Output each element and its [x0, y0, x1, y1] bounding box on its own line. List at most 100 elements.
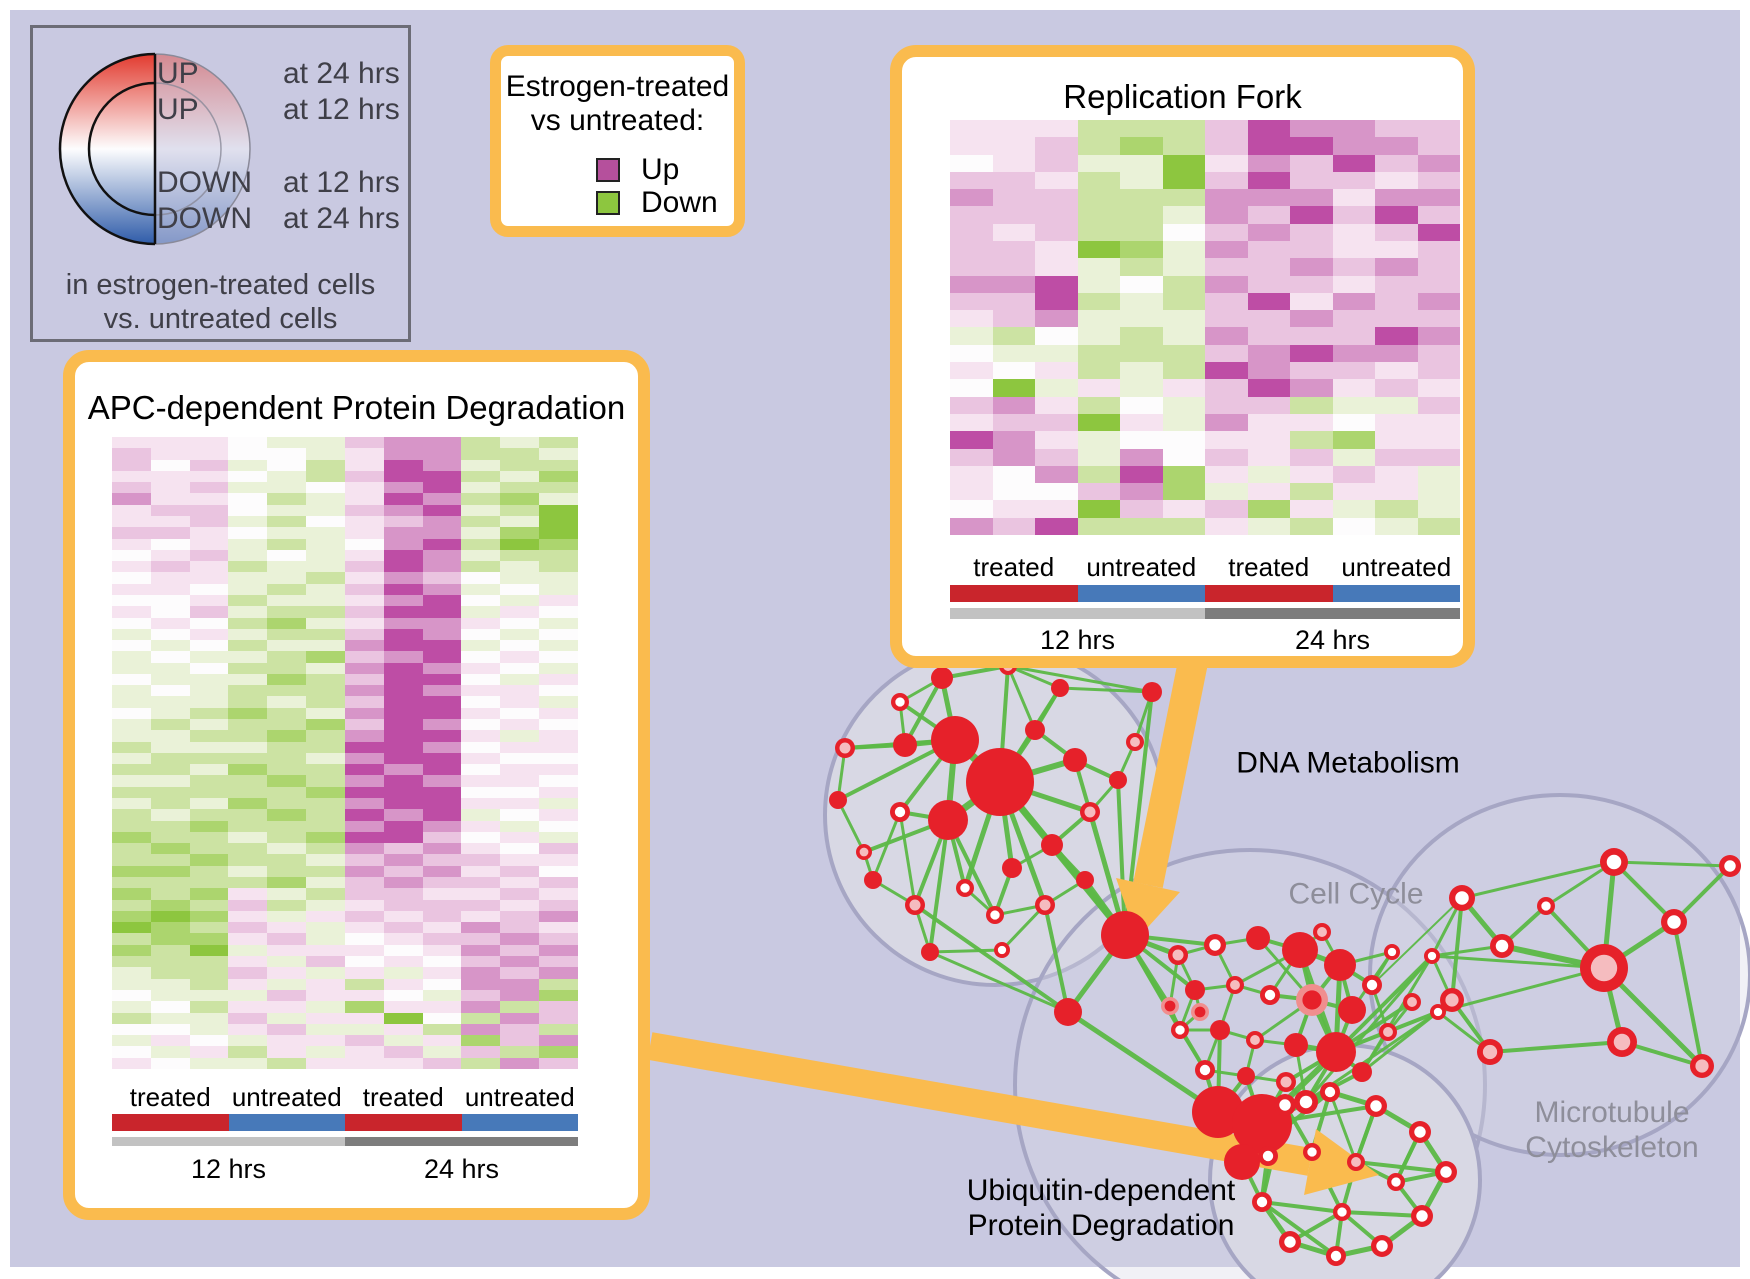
heatmap-cell: [539, 640, 578, 652]
heatmap-cell: [306, 1012, 345, 1024]
heatmap-cell: [150, 640, 190, 652]
rf-treatment-bars: [950, 585, 1460, 602]
heatmap-cell: [150, 482, 190, 494]
heatmap-cell: [1417, 240, 1460, 259]
heatmap-cell: [1035, 431, 1078, 449]
heatmap-cell: [1332, 154, 1375, 172]
heatmap-cell: [422, 888, 462, 900]
heatmap-cell: [1035, 465, 1078, 484]
heatmap-cell: [500, 673, 540, 686]
gene-node-pinkcore-center: [1084, 806, 1096, 818]
heatmap-cell: [150, 628, 190, 641]
heatmap-cell: [228, 1046, 268, 1058]
heatmap-cell: [112, 899, 151, 911]
heatmap-cell: [1375, 258, 1418, 276]
heatmap-cell: [344, 606, 384, 618]
heatmap-cell: [306, 741, 345, 753]
network-edge: [1612, 860, 1732, 868]
heatmap-cell: [344, 1001, 384, 1013]
network-edge: [1043, 903, 1070, 1014]
heatmap-cell: [306, 730, 345, 742]
label-mt-line1: Microtubule: [1534, 1096, 1690, 1129]
heatmap-cell: [267, 561, 307, 573]
heatmap-cell: [112, 685, 151, 697]
heatmap-cell: [1077, 206, 1120, 224]
heatmap-cell: [383, 820, 423, 832]
heatmap-cell: [228, 515, 268, 528]
heatmap-cell: [500, 888, 540, 900]
heatmap-cell: [383, 741, 423, 753]
heatmap-cell: [1205, 517, 1248, 535]
heatmap-cell: [539, 707, 578, 720]
heatmap-cell: [1205, 275, 1248, 293]
heatmap-cell: [189, 583, 229, 595]
gene-node-solid: [1224, 1144, 1260, 1180]
network-edge: [1000, 903, 1047, 952]
heatmap-cell: [228, 741, 268, 753]
heatmap-cell: [150, 606, 190, 618]
treated-bar: [112, 1114, 229, 1131]
heatmap-cell: [500, 989, 540, 1002]
heatmap-cell: [267, 1001, 307, 1013]
heatmap-cell: [950, 448, 993, 466]
heatmap-cell: [1290, 448, 1333, 466]
treated-bar: [950, 585, 1078, 602]
arrow-apc-to-ubiquitin: [647, 1032, 1313, 1176]
heatmap-cell: [344, 617, 384, 629]
heatmap-cell: [422, 549, 462, 562]
heatmap-cell: [461, 764, 501, 776]
heatmap-cell: [1375, 189, 1418, 207]
heatmap-cell: [461, 1001, 501, 1013]
heatmap-cell: [267, 741, 307, 753]
heatmap-cell: [344, 933, 384, 945]
heatmap-cell: [150, 956, 190, 968]
heatmap-cell: [1247, 465, 1290, 484]
heatmap-cell: [500, 707, 540, 720]
heatmap-cell: [344, 662, 384, 674]
heatmap-cell: [539, 504, 578, 516]
heatmap-cell: [422, 504, 462, 516]
heatmap-cell: [267, 640, 307, 652]
heatmap-cell: [1162, 258, 1205, 276]
heatmap-cell: [383, 1035, 423, 1047]
heatmap-cell: [228, 606, 268, 618]
heatmap-cell: [1247, 206, 1290, 224]
network-edge: [1304, 954, 1434, 1104]
heatmap-cell: [422, 944, 462, 957]
heatmap-cell: [150, 493, 190, 505]
heatmap-cell: [344, 640, 384, 652]
network-edge: [836, 798, 866, 854]
heatmap-cell: [306, 843, 345, 855]
heatmap-cell: [539, 820, 578, 832]
heatmap-cell: [500, 764, 540, 776]
heatmap-cell: [112, 1035, 151, 1047]
cluster-microtubule-cytoskeleton: [1368, 793, 1750, 1157]
gene-node-ring-core: [1667, 915, 1681, 929]
gene-node-pinkcore-center: [1407, 997, 1417, 1007]
heatmap-cell: [1120, 223, 1163, 241]
gene-node-ring-core: [1376, 1240, 1388, 1252]
heatmap-cell: [189, 515, 229, 528]
heatmap-cell: [1332, 483, 1375, 501]
heatmap-cell: [1077, 189, 1120, 207]
heatmap-cell: [1417, 465, 1460, 484]
heatmap-cell: [112, 967, 151, 979]
heatmap-cell: [500, 1012, 540, 1024]
gene-node-solid: [1284, 1033, 1308, 1057]
gene-node-ring-core: [997, 945, 1007, 955]
arrowhead-apc-to-ubiquitin: [1304, 1129, 1379, 1195]
heatmap-cell: [539, 922, 578, 934]
heatmap-cell: [539, 831, 578, 844]
heatmap-cell: [1332, 379, 1375, 397]
gene-node-ring-core: [1299, 1095, 1313, 1109]
network-edge: [1460, 860, 1616, 900]
heatmap-cell: [461, 696, 501, 708]
heatmap-cell: [500, 1057, 540, 1069]
heatmap-cell: [306, 1035, 345, 1047]
heatmap-cell: [1205, 431, 1248, 449]
heatmap-cell: [539, 685, 578, 697]
heatmap-cell: [461, 876, 501, 889]
heatmap-cell: [383, 515, 423, 528]
heatmap-cell: [500, 459, 540, 471]
heatmap-cell: [189, 764, 229, 776]
